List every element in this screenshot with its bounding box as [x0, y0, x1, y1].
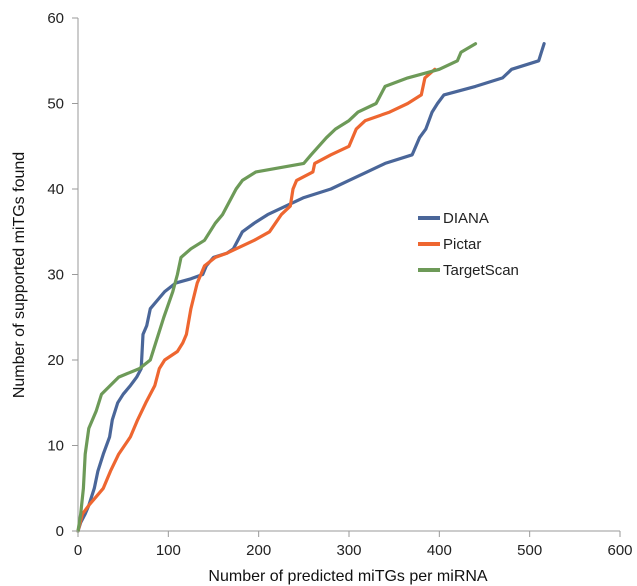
y-tick-label: 30	[47, 267, 64, 284]
x-tick-label: 400	[427, 542, 452, 559]
series-line-diana	[76, 42, 546, 533]
x-axis-title: Number of predicted miTGs per miRNA	[208, 568, 488, 585]
series-line-targetscan	[76, 42, 478, 533]
series-line-pictar	[76, 67, 437, 533]
y-axis-title: Number of supported miTGs found	[11, 152, 28, 398]
y-tick-label: 0	[56, 523, 64, 540]
x-tick-label: 600	[607, 542, 632, 559]
legend-label-diana: DIANA	[443, 210, 489, 227]
y-tick-label: 50	[47, 96, 64, 113]
x-tick-label: 100	[156, 542, 181, 559]
x-tick-label: 300	[336, 542, 361, 559]
y-tick-label: 60	[47, 10, 64, 27]
x-tick-label: 500	[517, 542, 542, 559]
y-tick-label: 10	[47, 438, 64, 455]
legend-label-pictar: Pictar	[443, 236, 481, 253]
legend-label-targetscan: TargetScan	[443, 262, 519, 279]
x-tick-label: 200	[246, 542, 271, 559]
y-tick-label: 40	[47, 181, 64, 198]
series-lines	[76, 42, 546, 533]
legend: DIANA Pictar TargetScan	[418, 210, 519, 279]
x-tick-label: 0	[74, 542, 82, 559]
y-tick-label: 20	[47, 352, 64, 369]
plot-axes	[77, 18, 620, 532]
